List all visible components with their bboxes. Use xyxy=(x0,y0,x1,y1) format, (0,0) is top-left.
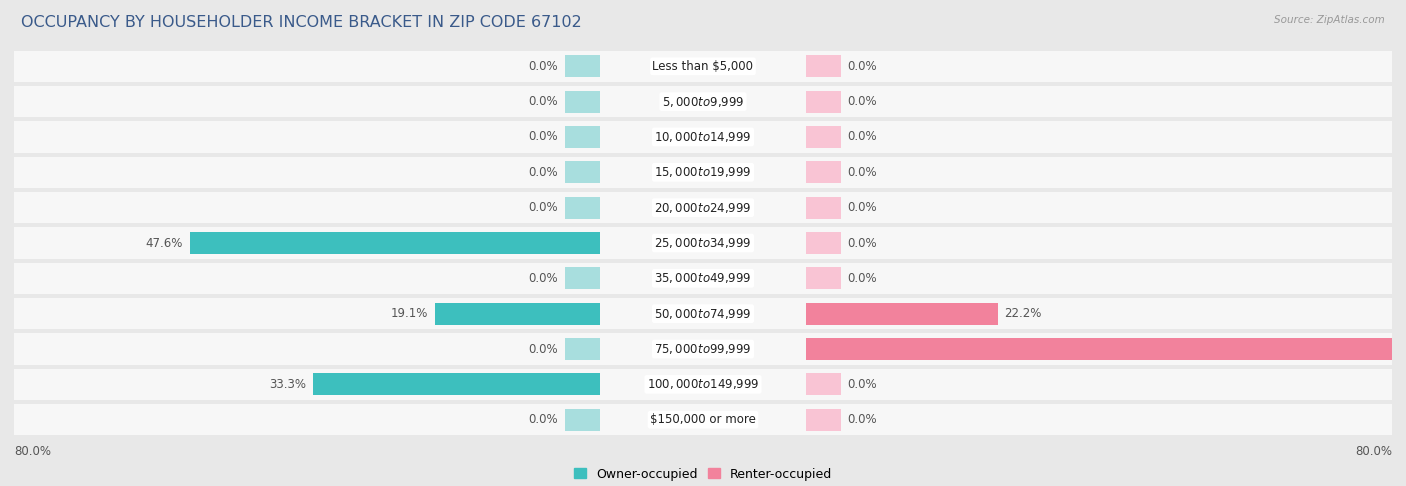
Bar xyxy=(14,86,1392,117)
Text: 0.0%: 0.0% xyxy=(529,272,558,285)
Bar xyxy=(565,267,599,289)
Text: 0.0%: 0.0% xyxy=(529,60,558,73)
Text: 80.0%: 80.0% xyxy=(1355,445,1392,458)
Text: 19.1%: 19.1% xyxy=(391,307,429,320)
Bar xyxy=(565,409,599,431)
Bar xyxy=(565,91,599,113)
Text: $5,000 to $9,999: $5,000 to $9,999 xyxy=(662,95,744,108)
Bar xyxy=(807,267,841,289)
Text: $100,000 to $149,999: $100,000 to $149,999 xyxy=(647,378,759,391)
Bar xyxy=(807,91,841,113)
Text: $10,000 to $14,999: $10,000 to $14,999 xyxy=(654,130,752,144)
Text: 0.0%: 0.0% xyxy=(848,95,877,108)
Text: 0.0%: 0.0% xyxy=(848,413,877,426)
Text: 0.0%: 0.0% xyxy=(529,130,558,143)
Bar xyxy=(807,232,841,254)
Bar xyxy=(807,303,997,325)
Bar xyxy=(807,197,841,219)
Text: 0.0%: 0.0% xyxy=(848,60,877,73)
Text: 33.3%: 33.3% xyxy=(269,378,307,391)
Text: 0.0%: 0.0% xyxy=(848,166,877,179)
Text: $75,000 to $99,999: $75,000 to $99,999 xyxy=(654,342,752,356)
Text: $150,000 or more: $150,000 or more xyxy=(650,413,756,426)
Text: Source: ZipAtlas.com: Source: ZipAtlas.com xyxy=(1274,15,1385,25)
Text: $15,000 to $19,999: $15,000 to $19,999 xyxy=(654,165,752,179)
Bar xyxy=(14,404,1392,435)
Text: Less than $5,000: Less than $5,000 xyxy=(652,60,754,73)
Bar xyxy=(807,373,841,395)
Bar xyxy=(14,369,1392,400)
Bar xyxy=(14,122,1392,153)
Bar xyxy=(565,197,599,219)
Bar xyxy=(14,157,1392,188)
Bar xyxy=(314,373,599,395)
Bar xyxy=(807,126,841,148)
Bar xyxy=(565,126,599,148)
Bar xyxy=(565,161,599,183)
Bar xyxy=(14,192,1392,223)
Text: $50,000 to $74,999: $50,000 to $74,999 xyxy=(654,307,752,321)
Text: 0.0%: 0.0% xyxy=(529,343,558,356)
Text: 0.0%: 0.0% xyxy=(848,378,877,391)
Bar xyxy=(807,161,841,183)
Bar xyxy=(190,232,599,254)
Text: 0.0%: 0.0% xyxy=(848,272,877,285)
Text: 80.0%: 80.0% xyxy=(14,445,51,458)
Bar xyxy=(807,409,841,431)
Text: 47.6%: 47.6% xyxy=(145,237,183,249)
Bar xyxy=(565,55,599,77)
Text: $20,000 to $24,999: $20,000 to $24,999 xyxy=(654,201,752,215)
Text: 0.0%: 0.0% xyxy=(529,201,558,214)
Bar xyxy=(14,227,1392,259)
Bar xyxy=(14,298,1392,329)
Bar xyxy=(14,263,1392,294)
Text: $35,000 to $49,999: $35,000 to $49,999 xyxy=(654,271,752,285)
Bar xyxy=(807,55,841,77)
Text: 0.0%: 0.0% xyxy=(848,130,877,143)
Bar xyxy=(565,338,599,360)
Text: 0.0%: 0.0% xyxy=(529,166,558,179)
Bar xyxy=(14,51,1392,82)
Text: 0.0%: 0.0% xyxy=(848,237,877,249)
Legend: Owner-occupied, Renter-occupied: Owner-occupied, Renter-occupied xyxy=(568,463,838,486)
Text: 0.0%: 0.0% xyxy=(848,201,877,214)
Text: 0.0%: 0.0% xyxy=(529,95,558,108)
Text: OCCUPANCY BY HOUSEHOLDER INCOME BRACKET IN ZIP CODE 67102: OCCUPANCY BY HOUSEHOLDER INCOME BRACKET … xyxy=(21,15,582,30)
Text: 22.2%: 22.2% xyxy=(1004,307,1042,320)
Text: 0.0%: 0.0% xyxy=(529,413,558,426)
Text: $25,000 to $34,999: $25,000 to $34,999 xyxy=(654,236,752,250)
Bar xyxy=(807,338,1406,360)
Bar xyxy=(14,333,1392,364)
Bar xyxy=(436,303,599,325)
